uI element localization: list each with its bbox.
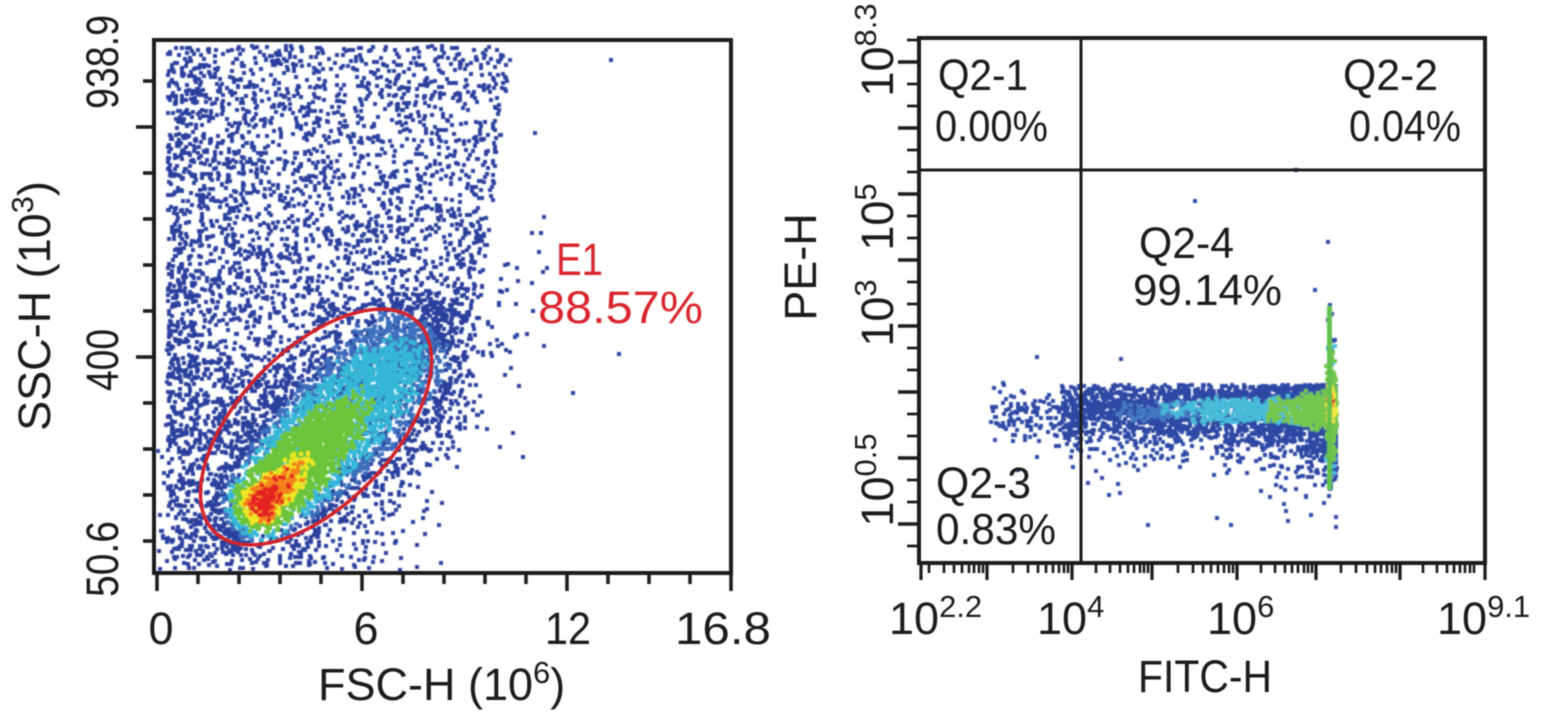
svg-text:102.2: 102.2 — [889, 589, 982, 644]
svg-text:Q2-1: Q2-1 — [938, 51, 1028, 100]
svg-text:12: 12 — [545, 603, 591, 654]
svg-text:0.04%: 0.04% — [1349, 102, 1461, 151]
svg-text:6: 6 — [353, 603, 378, 654]
svg-text:938.9: 938.9 — [77, 15, 128, 109]
svg-text:88.57%: 88.57% — [538, 282, 703, 333]
svg-text:E1: E1 — [556, 234, 603, 285]
svg-text:SSC-H (103): SSC-H (103) — [5, 181, 60, 431]
svg-text:16.8: 16.8 — [675, 603, 771, 654]
svg-text:Q2-4: Q2-4 — [1139, 219, 1234, 268]
svg-text:50.6: 50.6 — [77, 521, 128, 597]
svg-text:109.1: 109.1 — [1437, 589, 1530, 644]
svg-text:0: 0 — [148, 603, 173, 654]
svg-text:FITC-H: FITC-H — [1138, 651, 1272, 702]
svg-text:0.00%: 0.00% — [935, 102, 1048, 151]
svg-text:Q2-2: Q2-2 — [1343, 51, 1438, 100]
svg-text:400: 400 — [77, 329, 128, 391]
svg-text:Q2-3: Q2-3 — [936, 459, 1031, 508]
svg-text:0.83%: 0.83% — [936, 505, 1056, 554]
svg-text:FSC-H (106): FSC-H (106) — [318, 655, 565, 710]
svg-text:PE-H: PE-H — [775, 213, 826, 321]
svg-text:99.14%: 99.14% — [1133, 266, 1282, 315]
